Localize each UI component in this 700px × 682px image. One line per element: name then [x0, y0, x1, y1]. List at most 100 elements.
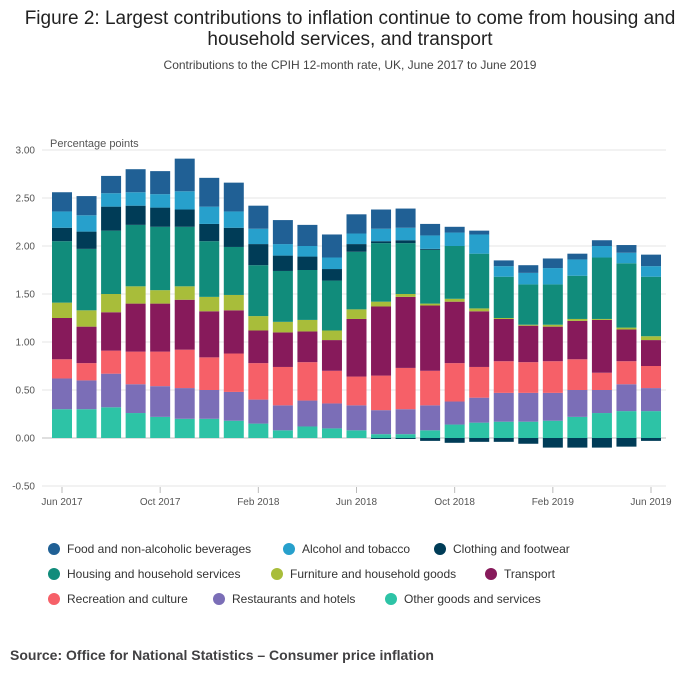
bar-segment: [101, 350, 122, 374]
bar-segment: [493, 421, 514, 438]
legend-item-alcohol[interactable]: Alcohol and tobacco: [283, 541, 410, 557]
bar-segment: [101, 294, 122, 313]
bar-segment: [371, 301, 392, 307]
bar-segment: [297, 331, 318, 363]
bar-segment: [174, 209, 195, 227]
bar-segment: [272, 430, 293, 438]
bar-segment: [272, 220, 293, 245]
bar-segment: [272, 321, 293, 333]
bar-segment: [641, 438, 661, 441]
bar-segment: [101, 193, 122, 207]
bar-segment: [174, 191, 195, 210]
bar-segment: [542, 361, 563, 393]
bar-segment: [616, 361, 637, 385]
bar-segment: [248, 363, 269, 400]
bar-segment: [199, 177, 220, 207]
bar-segment: [493, 260, 514, 267]
bar-segment: [174, 286, 195, 300]
bar-segment: [272, 366, 293, 406]
bar-segment: [542, 324, 563, 327]
legend-swatch-other: [385, 593, 397, 605]
legend-item-recreation[interactable]: Recreation and culture: [48, 591, 188, 607]
bar-segment: [469, 234, 490, 254]
bar-segment: [248, 423, 269, 438]
bar-segment: [616, 438, 637, 447]
bar-segment: [272, 255, 293, 271]
bar-segment: [493, 266, 514, 277]
y-tick-label: 0.50: [16, 386, 36, 397]
bar-segment: [395, 243, 416, 294]
bar-segment: [395, 227, 416, 241]
bar-segment: [469, 397, 490, 423]
bar-segment: [542, 438, 563, 448]
bar-segment: [371, 410, 392, 435]
bar-segment: [346, 251, 367, 310]
bar-segment: [346, 244, 367, 252]
bar-segment: [199, 390, 220, 419]
y-tick-label: 1.00: [16, 338, 36, 349]
y-tick-label: 1.50: [16, 290, 36, 301]
bar-segment: [371, 434, 392, 438]
legend-item-housing[interactable]: Housing and household services: [48, 566, 240, 582]
bar-segment: [641, 336, 661, 341]
bar-segment: [150, 303, 171, 352]
bar-segment: [616, 252, 637, 264]
legend-item-food[interactable]: Food and non-alcoholic beverages: [48, 541, 251, 557]
bar-segment: [469, 438, 490, 442]
bar-segment: [76, 196, 97, 216]
bar-segment: [567, 359, 588, 390]
bar-segment: [199, 241, 220, 297]
bar-segment: [518, 362, 539, 393]
chart-subtitle: Contributions to the CPIH 12-month rate,…: [163, 58, 537, 72]
bar-segment: [444, 424, 465, 438]
bar-segment: [125, 192, 146, 206]
bar-segment: [346, 233, 367, 245]
bar-segment: [52, 241, 72, 303]
bar-segment: [591, 257, 612, 319]
legend-item-clothing[interactable]: Clothing and footwear: [434, 541, 570, 557]
bar-segment: [125, 351, 146, 385]
bar-segment: [371, 438, 392, 439]
bar-segment: [567, 318, 588, 321]
bar-segment: [591, 438, 612, 448]
legend-item-transport[interactable]: Transport: [485, 566, 555, 582]
bar-segment: [223, 310, 244, 354]
bar-segment: [395, 409, 416, 435]
bar-segment: [101, 206, 122, 231]
bar-segment: [371, 228, 392, 242]
bar-segment: [542, 284, 563, 325]
bar-segment: [321, 370, 342, 404]
bar-segment: [420, 305, 441, 371]
bar-segment: [76, 380, 97, 410]
bar-segment: [518, 438, 539, 444]
bar-segment: [542, 420, 563, 438]
bar-segment: [150, 290, 171, 304]
bar-segment: [199, 206, 220, 224]
bar-segment: [248, 330, 269, 364]
legend-item-restaurants[interactable]: Restaurants and hotels: [213, 591, 355, 607]
bar-segment: [297, 256, 318, 270]
bar-segment: [321, 403, 342, 429]
bar-segment: [297, 362, 318, 401]
bar-segment: [444, 401, 465, 425]
bar-segment: [125, 169, 146, 193]
bar-segment: [76, 215, 97, 232]
legend-swatch-food: [48, 543, 60, 555]
bar-segment: [174, 299, 195, 350]
chart-title: Figure 2: Largest contributions to infla…: [24, 8, 676, 50]
bar-segment: [321, 280, 342, 331]
legend-item-furniture[interactable]: Furniture and household goods: [271, 566, 456, 582]
bar-segment: [297, 270, 318, 320]
bar-segment: [52, 302, 72, 318]
bar-segment: [371, 209, 392, 229]
bar-segment: [616, 384, 637, 412]
bar-segment: [297, 246, 318, 257]
bar-segment: [420, 438, 441, 441]
bar-segment: [567, 390, 588, 417]
bar-segment: [493, 318, 514, 362]
bar-segment: [591, 390, 612, 414]
bar-segment: [641, 411, 661, 438]
bar-segment: [174, 388, 195, 419]
bar-segment: [248, 265, 269, 317]
legend-item-other[interactable]: Other goods and services: [385, 591, 541, 607]
